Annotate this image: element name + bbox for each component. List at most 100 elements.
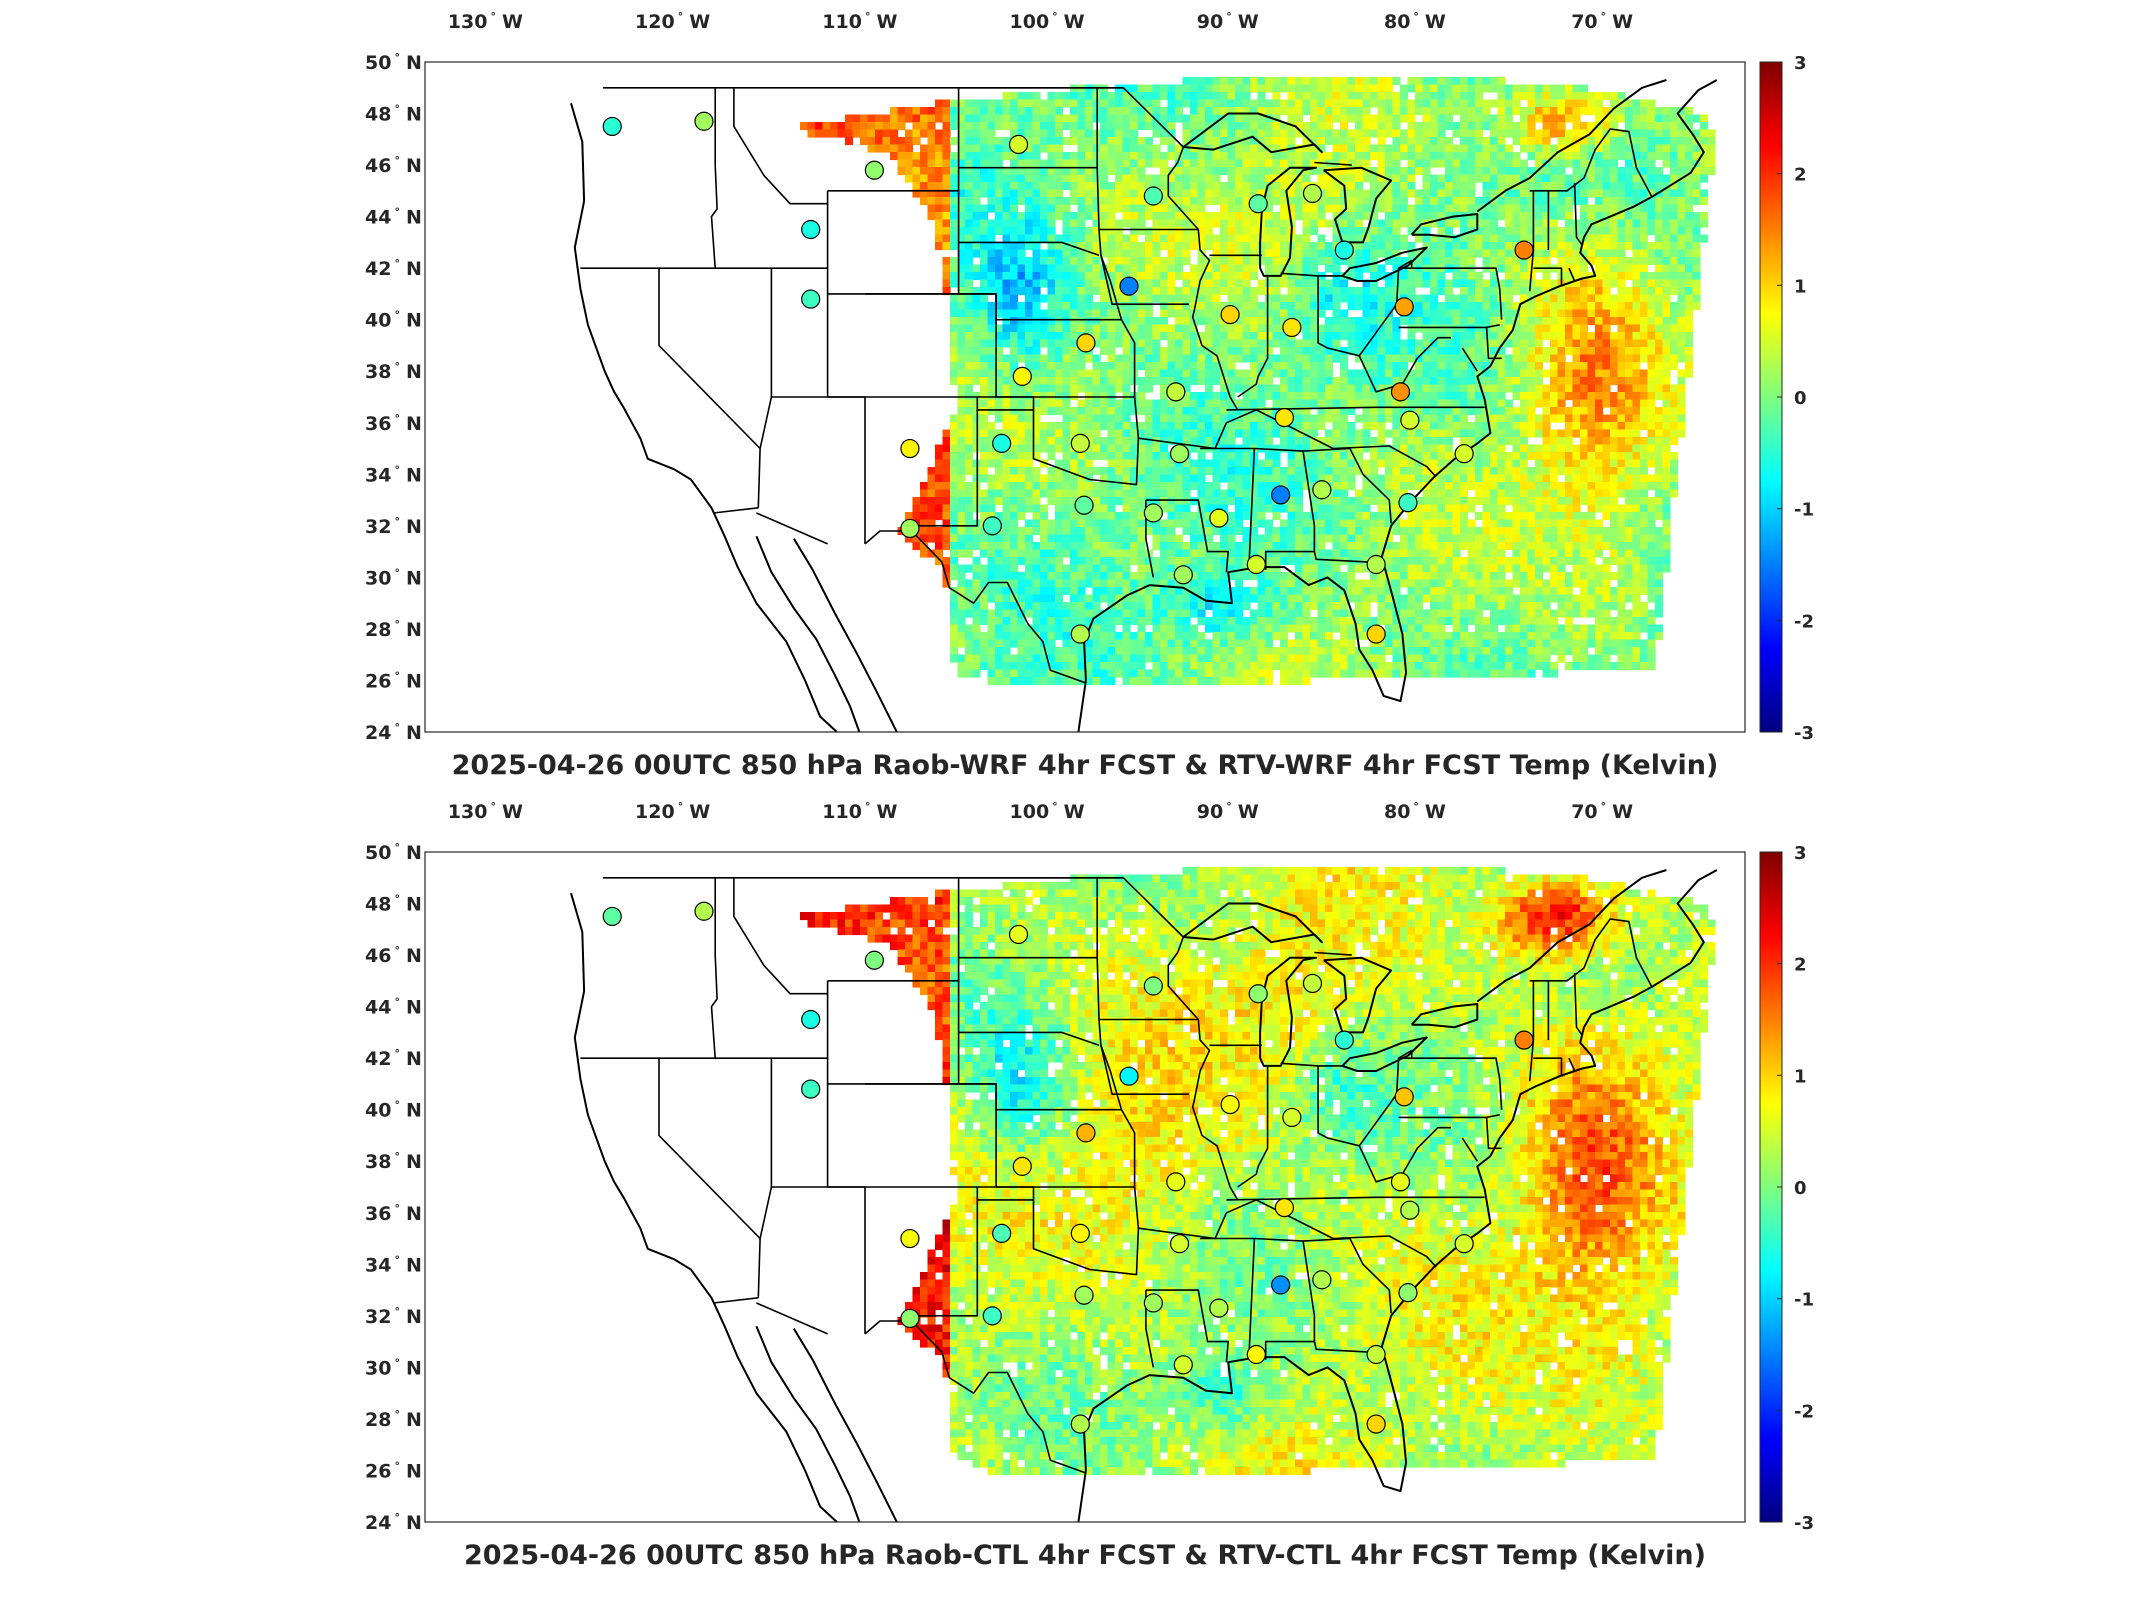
raob-station-marker [1271,1275,1291,1295]
raob-station-marker [1070,433,1090,453]
colorbar-tick-label: 3 [1794,843,1807,864]
state-boundary [1314,161,1352,166]
state-boundary [1122,877,1239,1201]
plot-frame [424,851,1746,1523]
state-boundary [733,877,828,995]
state-boundary [1461,347,1478,372]
state-boundary [1254,447,1316,570]
raob-station-marker [864,950,884,970]
raob-station-marker [1394,297,1414,317]
raob-station-marker [694,901,714,921]
state-boundary [756,1302,828,1335]
state-boundary [1529,918,1653,987]
raob-station-marker [864,160,884,180]
latitude-tick-label: 40 ° N [365,309,422,332]
raob-station-marker [1076,333,1096,353]
raob-station-marker [801,219,821,240]
panel-title: 2025-04-26 00UTC 850 hPa Raob-CTL 4hr FC… [464,1540,1706,1571]
raob-station-marker [1173,565,1193,585]
raob-station-marker [1312,480,1332,500]
longitude-tick-label: 110 ° W [822,800,897,823]
coastline [755,535,861,733]
latitude-tick-label: 44 ° N [365,996,422,1019]
raob-station-marker [1143,186,1163,206]
state-boundary [958,241,1100,257]
longitude-tick-label: 100 ° W [1010,800,1085,823]
great-lake-outline [1182,902,1323,944]
state-boundary [977,396,1035,411]
raob-station-marker [1143,503,1163,523]
state-boundary [958,293,1122,321]
state-boundary [1237,275,1269,398]
colorbar-tick-label: 0 [1794,1178,1807,1199]
state-boundary [1303,1237,1392,1314]
state-boundary [713,507,759,514]
raob-station-marker [1074,1285,1094,1305]
raob-station-marker [1302,183,1323,204]
state-boundary [1280,1062,1343,1067]
colorbar-tick-label: 3 [1794,53,1807,74]
state-boundary [1254,1237,1316,1360]
state-boundary [1032,396,1140,486]
coastline [793,538,898,733]
great-lake-outline [1323,956,1393,1034]
state-boundary [1573,973,1583,1036]
state-boundary [1533,267,1563,287]
latitude-tick-label: 38 ° N [365,360,422,383]
raob-station-marker [1312,1270,1332,1290]
colorbar-tick-label: -2 [1794,611,1814,632]
state-boundary [1573,183,1583,246]
colorbar-tick-label: 1 [1794,1066,1807,1087]
raob-station-marker [1166,382,1186,402]
state-boundary [1145,1289,1229,1363]
raob-station-marker [1209,1298,1229,1318]
raob-stations [602,111,1534,644]
raob-station-marker [1119,1066,1139,1086]
longitude-tick-label: 70 ° W [1571,800,1633,823]
raob-station-marker [1390,382,1411,402]
longitude-tick-label: 80 ° W [1384,800,1446,823]
raob-station-marker [801,1009,821,1030]
raob-station-marker [1246,554,1266,575]
state-boundary [911,1320,1087,1474]
raob-station-marker [1246,1344,1266,1365]
raob-station-marker [1173,1355,1193,1375]
raob-station-marker [1274,1198,1295,1218]
latitude-tick-label: 50 ° N [365,841,422,864]
state-boundary [1485,327,1502,360]
state-boundary [1096,87,1136,397]
state-boundary [958,1031,1100,1047]
coastline [793,1328,898,1523]
coastline [755,1325,861,1523]
raob-station-marker [1143,976,1163,996]
state-boundary [1226,406,1485,411]
latitude-tick-label: 34 ° N [365,1253,422,1276]
colorbar-tick-label: 1 [1794,276,1807,297]
raob-station-marker [1012,366,1032,386]
raob-station-marker [1366,1414,1386,1434]
state-boundary [1226,1199,1437,1268]
map-plot-area [425,852,1745,1523]
raob-station-marker [1366,1344,1386,1365]
raob-station-marker [1074,495,1094,515]
raob-station-marker [1220,304,1240,325]
raob-station-marker [900,518,920,539]
map-panel-svg: 130 ° W 120 ° W 110 ° W 100 ° W 90 ° W 80 ° W 70 ° W 50 ° N 48 ° N… [365,10,1814,781]
great-lake-outline [1410,213,1479,239]
longitude-tick-label: 100 ° W [1010,10,1085,33]
raob-station-marker [1398,493,1418,513]
longitude-tick-label: 120 ° W [635,800,710,823]
raob-station-marker [1334,1030,1354,1050]
state-boundary [757,268,773,508]
map-panel-svg: 130 ° W 120 ° W 110 ° W 100 ° W 90 ° W 80 ° W 70 ° W 50 ° N 48 ° N… [365,800,1814,1571]
state-boundary [1122,87,1239,411]
raob-station-marker [1008,134,1029,155]
coastline [570,892,838,1523]
raob-station-marker [1282,1107,1302,1128]
raob-station-marker [1394,1087,1414,1107]
latitude-tick-label: 36 ° N [365,1202,422,1225]
great-lake-outline [1182,112,1323,154]
state-boundary [1533,1057,1563,1077]
raob-station-marker [1119,276,1139,296]
latitude-tick-label: 46 ° N [365,944,422,967]
